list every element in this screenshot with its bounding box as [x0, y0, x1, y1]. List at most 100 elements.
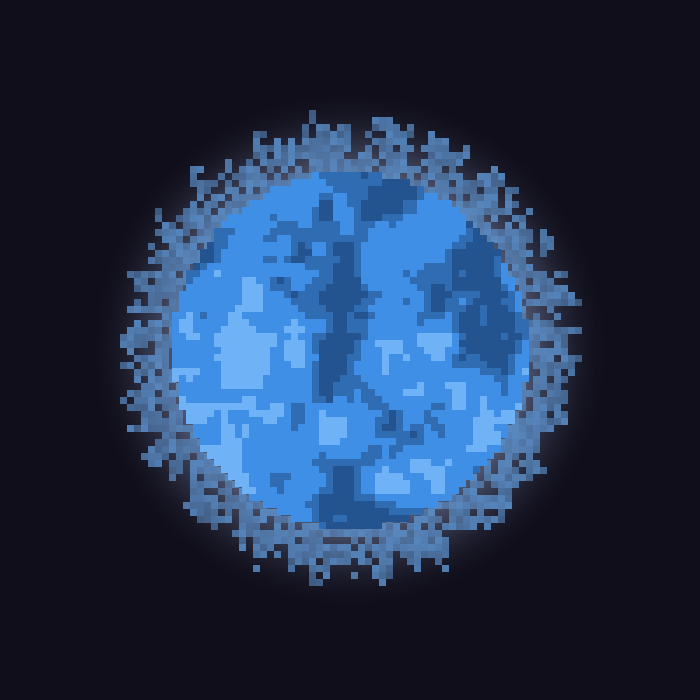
corona-pixel: [540, 250, 547, 257]
corona-pixel: [134, 327, 141, 334]
surface-pixel: [214, 291, 221, 298]
corona-pixel: [225, 516, 232, 523]
surface-pixel: [403, 270, 410, 277]
surface-pixel: [361, 354, 368, 361]
corona-pixel: [330, 544, 337, 551]
surface-pixel: [263, 305, 270, 312]
corona-pixel: [169, 418, 176, 425]
surface-pixel: [354, 515, 361, 522]
surface-pixel: [193, 340, 200, 347]
surface-pixel: [284, 242, 291, 249]
corona-pixel: [141, 306, 148, 313]
corona-pixel: [540, 355, 547, 362]
surface-pixel: [221, 298, 228, 305]
corona-pixel: [204, 215, 211, 222]
surface-pixel: [445, 410, 452, 417]
corona-pixel: [561, 376, 568, 383]
corona-pixel: [155, 334, 162, 341]
corona-pixel: [533, 355, 540, 362]
corona-pixel: [309, 551, 316, 558]
surface-pixel: [291, 235, 298, 242]
corona-pixel: [183, 222, 190, 229]
corona-pixel: [533, 341, 540, 348]
corona-pixel: [498, 467, 505, 474]
surface-pixel: [375, 452, 382, 459]
surface-pixel: [347, 347, 354, 354]
surface-pixel: [361, 466, 368, 473]
corona-pixel: [351, 551, 358, 558]
corona-pixel: [190, 257, 197, 264]
surface-pixel: [249, 249, 256, 256]
surface-pixel: [410, 459, 417, 466]
corona-pixel: [169, 474, 176, 481]
corona-pixel: [554, 313, 561, 320]
surface-pixel: [312, 249, 319, 256]
corona-pixel: [302, 544, 309, 551]
surface-pixel: [354, 284, 361, 291]
surface-pixel: [431, 375, 438, 382]
surface-pixel: [494, 431, 501, 438]
surface-pixel: [347, 368, 354, 375]
corona-pixel: [316, 124, 323, 131]
surface-pixel: [179, 298, 186, 305]
surface-pixel: [368, 186, 375, 193]
surface-pixel: [347, 305, 354, 312]
surface-pixel: [354, 522, 361, 529]
surface-pixel: [284, 256, 291, 263]
corona-pixel: [141, 334, 148, 341]
surface-pixel: [494, 438, 501, 445]
surface-pixel: [368, 361, 375, 368]
surface-pixel: [480, 312, 487, 319]
surface-pixel: [263, 214, 270, 221]
surface-pixel: [438, 382, 445, 389]
surface-pixel: [333, 312, 340, 319]
surface-pixel: [368, 256, 375, 263]
surface-pixel: [452, 431, 459, 438]
corona-pixel: [344, 124, 351, 131]
corona-pixel: [225, 187, 232, 194]
surface-pixel: [284, 424, 291, 431]
corona-pixel: [428, 551, 435, 558]
corona-pixel: [533, 285, 540, 292]
surface-pixel: [389, 382, 396, 389]
corona-pixel: [169, 236, 176, 243]
surface-pixel: [424, 417, 431, 424]
corona-pixel: [337, 145, 344, 152]
surface-pixel: [389, 431, 396, 438]
surface-pixel: [410, 354, 417, 361]
corona-pixel: [554, 362, 561, 369]
surface-pixel: [319, 333, 326, 340]
surface-pixel: [333, 389, 340, 396]
surface-pixel: [207, 417, 214, 424]
corona-pixel: [428, 145, 435, 152]
surface-pixel: [270, 193, 277, 200]
surface-pixel: [354, 333, 361, 340]
corona-pixel: [225, 201, 232, 208]
corona-pixel: [232, 173, 239, 180]
corona-pixel: [428, 173, 435, 180]
surface-pixel: [424, 473, 431, 480]
surface-pixel: [368, 298, 375, 305]
corona-pixel: [442, 159, 449, 166]
surface-pixel: [333, 270, 340, 277]
surface-pixel: [305, 466, 312, 473]
surface-pixel: [494, 326, 501, 333]
surface-pixel: [431, 256, 438, 263]
corona-pixel: [309, 565, 316, 572]
corona-pixel: [246, 530, 253, 537]
surface-pixel: [417, 382, 424, 389]
surface-pixel: [340, 291, 347, 298]
corona-pixel: [358, 152, 365, 159]
corona-pixel: [239, 530, 246, 537]
surface-pixel: [179, 361, 186, 368]
corona-pixel: [407, 173, 414, 180]
surface-pixel: [305, 235, 312, 242]
corona-pixel: [540, 362, 547, 369]
corona-pixel: [547, 243, 554, 250]
surface-pixel: [396, 515, 403, 522]
surface-pixel: [186, 354, 193, 361]
surface-pixel: [277, 277, 284, 284]
surface-pixel: [193, 298, 200, 305]
surface-pixel: [368, 410, 375, 417]
surface-pixel: [361, 298, 368, 305]
